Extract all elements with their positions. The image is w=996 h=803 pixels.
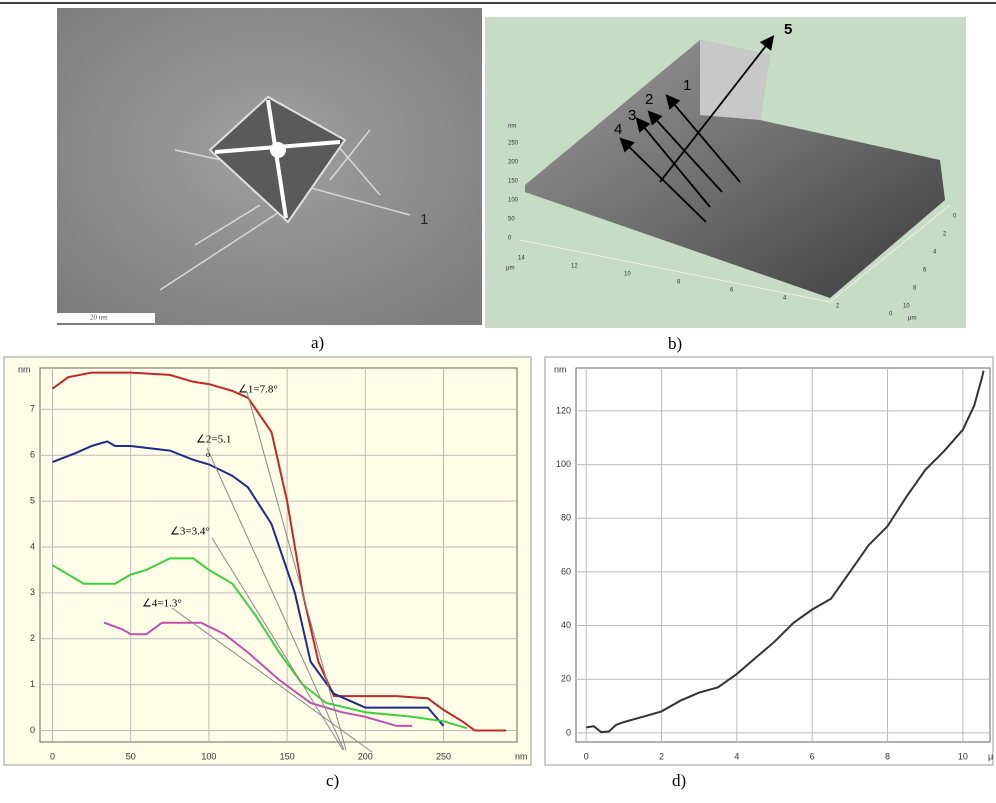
indent-tip [270,142,286,158]
arrow-label: 4 [614,121,622,138]
y-tick-label: 60 [561,566,571,576]
plot-area [40,368,517,742]
x-tick-label: 200 [358,751,373,761]
x-tick: 14 [518,256,525,262]
x-tick-label: 50 [126,751,136,761]
panel-label: b) [668,334,682,353]
x-tick: 12 [571,264,578,270]
y-tick-label: 6 [30,450,35,460]
y-tick-label: 40 [561,620,571,630]
z-tick: 250 [508,141,519,147]
x-tick-label: 10 [958,751,968,761]
arrow-label: 3 [628,107,636,124]
y-tick-label: 20 [561,674,571,684]
x-unit: nm [515,751,528,761]
crack-marker: 1 [420,211,428,228]
y-tick-label: 100 [556,459,571,469]
y-tick-label: 80 [561,513,571,523]
z-tick: 150 [508,179,519,185]
x-tick-label: 6 [810,751,815,761]
y-unit: nm [18,364,31,374]
x-tick-label: 0 [584,751,589,761]
z-tick: 100 [508,198,519,204]
x-tick-label: 8 [885,751,890,761]
y-tick-label: 120 [556,405,571,415]
chart: 0 50 100 150 200 250 0 1 2 3 4 5 6 7 nm nm [4,357,531,765]
x-tick-label: 150 [280,751,295,761]
annotation: ∠2=5.1 [196,434,231,446]
z-tick: 200 [508,160,519,166]
x-tick: 10 [624,272,631,278]
y-unit: μm [908,316,916,322]
arrow-label: 1 [683,77,691,94]
panel-label: a) [311,333,324,352]
z-unit: nm [508,124,516,130]
y-tick-label: 1 [30,679,35,689]
y-tick-label: 5 [30,495,35,505]
x-tick-label: 2 [659,751,664,761]
arrow-label: 5 [784,21,792,38]
panel-label: c) [326,771,339,790]
y-tick-label: 4 [30,541,35,551]
x-tick-label: 0 [50,751,55,761]
x-tick-label: 4 [734,751,739,761]
annotation: ∠3=3.4° [170,526,210,538]
panel-label: d) [672,771,686,790]
x-tick-label: 100 [201,751,216,761]
scale-text: 20 um [90,314,108,322]
annotation: ∠1=7.8° [238,384,278,396]
y-tick-label: 3 [30,587,35,597]
x-unit: μ [988,751,993,761]
arrow-label: 2 [645,91,653,108]
plot-area [576,368,990,742]
page: 20 um 1 a) 12345 nm250200150100500μm1412… [0,0,996,798]
y-tick-label: 0 [30,725,35,735]
annotation: ∠4=1.3° [142,598,182,610]
y-tick-label: 2 [30,633,35,643]
x-unit: μm [506,266,514,272]
y-unit: nm [554,364,567,374]
panel-a: 20 um 1 a) [57,8,482,352]
x-tick-label: 250 [436,751,451,761]
y-tick: 10 [903,304,910,310]
figure: 20 um 1 a) 12345 nm250200150100500μm1412… [0,0,996,798]
annotation: o [206,450,210,459]
y-tick-label: 0 [566,727,571,737]
z-tick: 50 [508,217,515,223]
y-tick-label: 7 [30,404,35,414]
